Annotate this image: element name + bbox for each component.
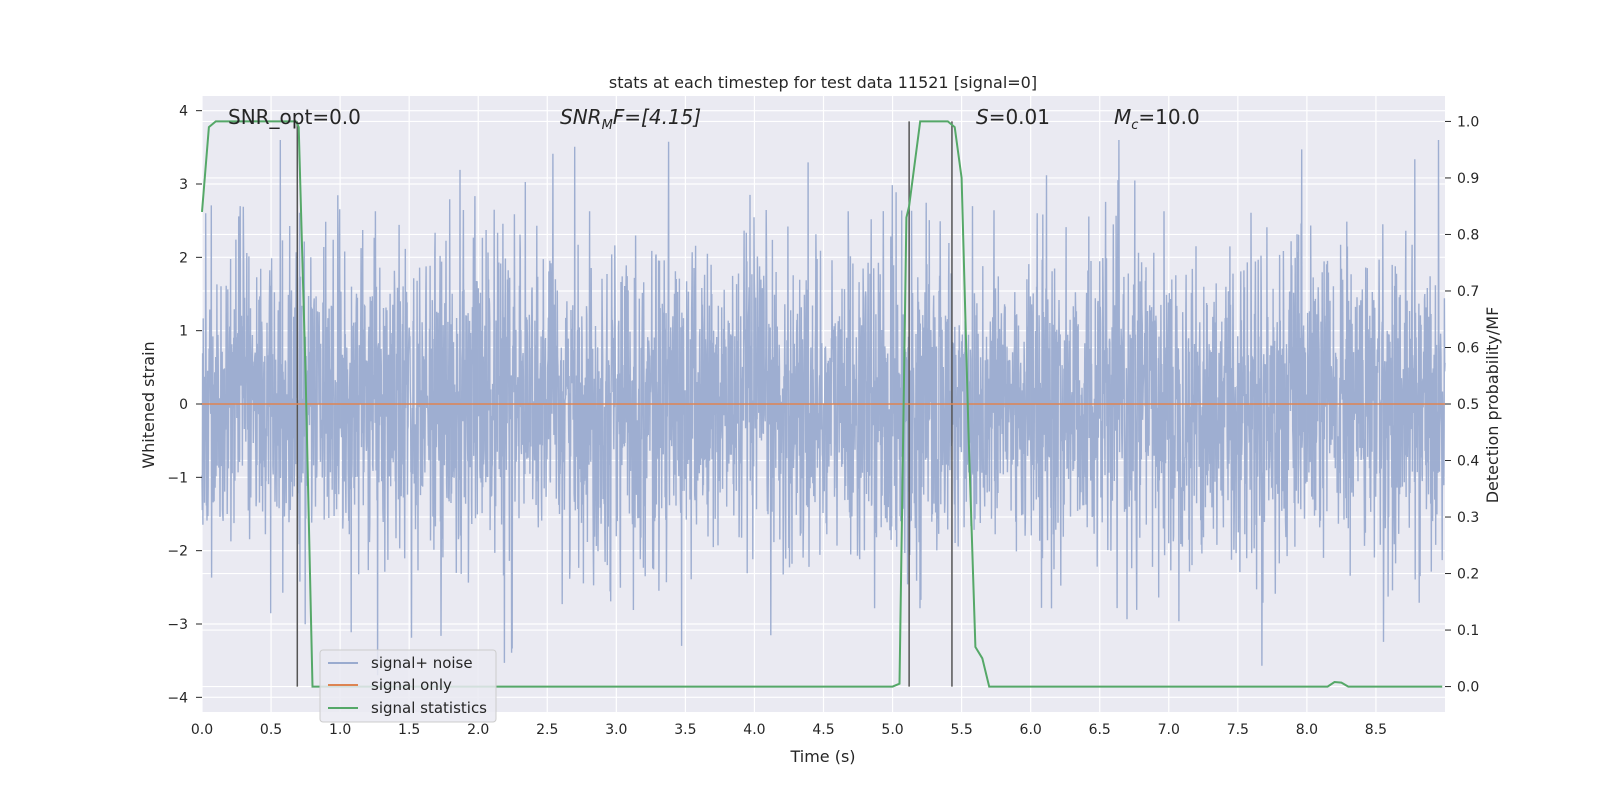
- annotation-s-prefix: S: [976, 105, 989, 129]
- y-axis-ticks: 4 3 2 1 0 −1 −2 −3 −4: [167, 104, 202, 706]
- y-tick-label: 1: [179, 324, 188, 340]
- x-tick-label: 6.0: [1020, 722, 1042, 738]
- x-tick-label: 3.0: [605, 722, 627, 738]
- y2-tick-label: 0.7: [1457, 284, 1479, 300]
- x-tick-label: 4.5: [812, 722, 834, 738]
- y-tick-label: 4: [179, 104, 188, 120]
- x-axis-ticks: 0.0 0.5 1.0 1.5 2.0 2.5 3.0 3.5 4.0 4.5 5.0 5.5 6.0 6…: [191, 722, 1387, 738]
- y2-tick-label: 0.3: [1457, 510, 1479, 526]
- series-line-signal-statistics: [201, 120, 1443, 688]
- x-tick-label: 7.5: [1227, 722, 1249, 738]
- annotation-snr-mf-rest: F=[4.15]: [613, 105, 701, 129]
- annotation-s: S=0.01: [976, 105, 1050, 129]
- x-tick-label: 6.5: [1089, 722, 1111, 738]
- legend: signal+ noise signal only signal statist…: [319, 649, 497, 723]
- annotation-mc: Mc=10.0: [1114, 105, 1200, 133]
- x-tick-label: 0.5: [260, 722, 282, 738]
- x-tick-label: 3.5: [674, 722, 696, 738]
- x-tick-label: 8.5: [1365, 722, 1387, 738]
- annotation-mc-rest: =10.0: [1138, 105, 1199, 129]
- x-tick-label: 5.5: [950, 722, 972, 738]
- x-tick-label: 7.0: [1158, 722, 1180, 738]
- y2-tick-label: 0.4: [1457, 454, 1479, 470]
- x-tick-label: 4.0: [743, 722, 765, 738]
- y2-tick-label: 1.0: [1457, 114, 1479, 130]
- annotation-mc-prefix: M: [1114, 105, 1131, 129]
- y2-tick-label: 0.5: [1457, 397, 1479, 413]
- legend-label-signal-statistics: signal statistics: [371, 699, 487, 717]
- y2-tick-label: 0.1: [1457, 623, 1479, 639]
- chart-title: stats at each timestep for test data 115…: [609, 73, 1037, 92]
- annotation-snr-mf-sub: M: [602, 118, 613, 133]
- annotation-snr-mf: SNRMF=[4.15]: [560, 105, 701, 133]
- y-tick-label: 3: [179, 177, 188, 193]
- x-tick-label: 2.0: [467, 722, 489, 738]
- x-axis-label: Time (s): [789, 747, 855, 766]
- x-tick-label: 8.0: [1296, 722, 1318, 738]
- series-signal-noise: [201, 139, 1446, 676]
- legend-label-signal-only: signal only: [371, 676, 452, 694]
- y-tick-label: 2: [179, 250, 188, 266]
- y2-tick-label: 0.8: [1457, 227, 1479, 243]
- y2-tick-label: 0.9: [1457, 171, 1479, 187]
- y-tick-label: −3: [167, 617, 188, 633]
- y-tick-label: −4: [167, 690, 188, 706]
- annotation-s-rest: =0.01: [989, 105, 1050, 129]
- series-line-signal-noise: [201, 139, 1446, 676]
- y-axis-label: Whitened strain: [139, 341, 158, 468]
- y2-axis-ticks: 1.0 0.9 0.8 0.7 0.6 0.5 0.4 0.3 0.2 0.1 0.0: [1445, 114, 1479, 696]
- x-tick-label: 1.5: [398, 722, 420, 738]
- legend-label-signal-noise: signal+ noise: [371, 654, 473, 672]
- x-tick-label: 1.0: [329, 722, 351, 738]
- series-signal-statistics: [201, 120, 1443, 688]
- annotation-snr-mf-prefix: SNR: [560, 105, 602, 129]
- y2-axis-label: Detection probability/MF: [1483, 307, 1502, 504]
- y2-tick-label: 0.2: [1457, 567, 1479, 583]
- y-tick-label: −2: [167, 544, 188, 560]
- y2-tick-label: 0.0: [1457, 680, 1479, 696]
- annotation-mc-sub: c: [1131, 118, 1138, 133]
- annotation-snr-opt: SNR_opt=0.0: [228, 105, 361, 129]
- y2-tick-label: 0.6: [1457, 340, 1479, 356]
- y-tick-label: 0: [179, 397, 188, 413]
- legend-box: [319, 649, 497, 723]
- x-tick-label: 5.0: [881, 722, 903, 738]
- x-tick-label: 2.5: [536, 722, 558, 738]
- y-tick-label: −1: [167, 470, 188, 486]
- x-tick-label: 0.0: [191, 722, 213, 738]
